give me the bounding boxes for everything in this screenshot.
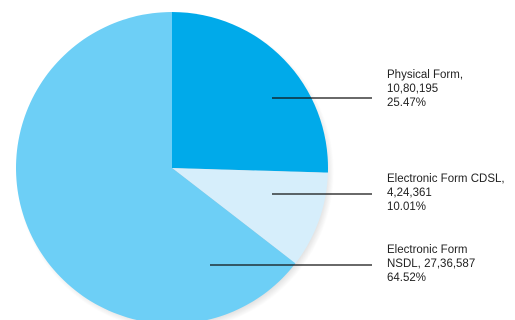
slice-label-line: 25.47% — [387, 97, 427, 109]
pie-slices — [16, 12, 328, 320]
slice-label: Electronic Form CDSL, 4,24,361 10.01% — [387, 172, 505, 214]
pie-slice-electronic-form-cdsl — [172, 168, 328, 264]
slice-label-line: 64.52% — [387, 272, 427, 284]
slice-label: Physical Form, 10,80,195 25.47% — [387, 68, 463, 110]
slice-label-line: 4,24,361 — [387, 187, 432, 199]
slice-label-line: 10,80,195 — [387, 83, 439, 95]
slice-label-line: Electronic Form CDSL, — [387, 173, 505, 185]
pie-slice-electronic-form-nsdl — [16, 12, 296, 320]
slice-label-line: 10.01% — [387, 201, 427, 213]
pie-slice-physical-form — [172, 12, 328, 173]
slice-label-line: Physical Form, — [387, 69, 464, 81]
slice-label-line: Electronic Form — [387, 244, 468, 256]
leader-lines — [210, 97, 372, 266]
slice-label-line: NSDL, 27,36,587 — [387, 258, 476, 270]
slice-label: Electronic Form NSDL, 27,36,587 64.52% — [387, 243, 475, 285]
